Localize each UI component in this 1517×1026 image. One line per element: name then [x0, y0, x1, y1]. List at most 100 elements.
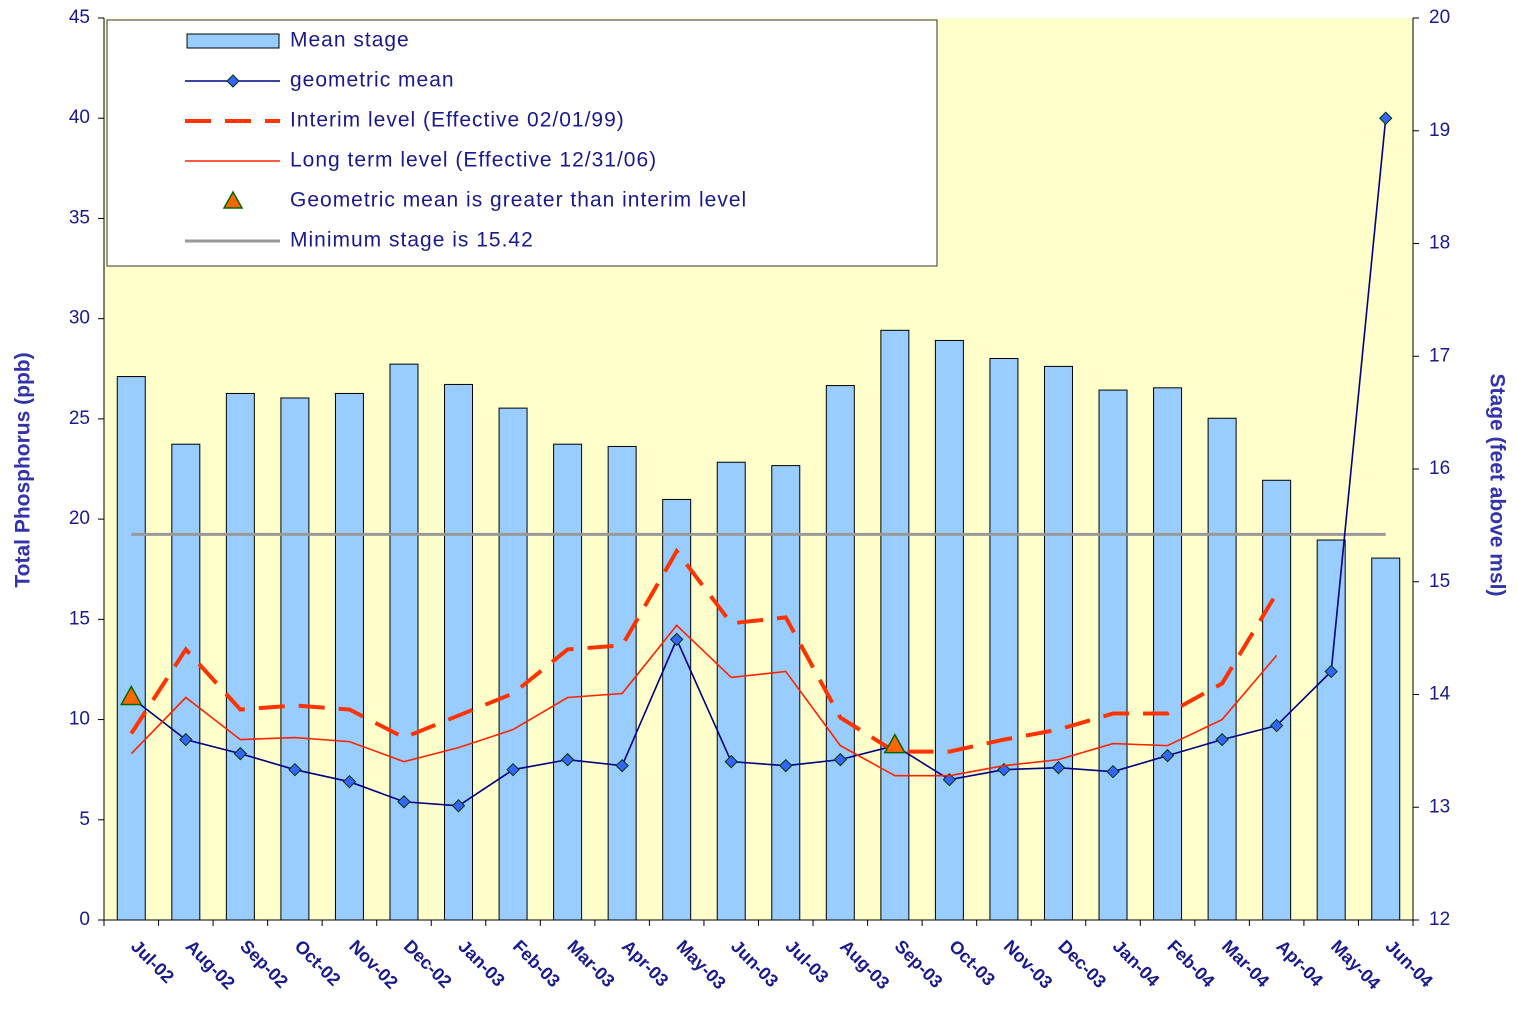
point [119, 684, 143, 706]
x-tick-label: Oct-03 [945, 936, 999, 990]
x-tick-label: Dec-02 [400, 936, 456, 992]
legend-label: Mean stage [290, 29, 410, 52]
bar [553, 443, 583, 921]
point [1379, 111, 1393, 125]
x-tick-label: Jan-03 [454, 936, 508, 990]
point [1106, 764, 1120, 779]
bar [334, 392, 364, 921]
legend-label: Minimum stage is 15.42 [290, 229, 534, 252]
point [179, 732, 193, 747]
y-tick-label: 0 [79, 909, 90, 930]
point [506, 762, 520, 777]
bar [116, 376, 146, 921]
bar [771, 465, 801, 921]
y2-axis-title: Stage (feet above msl) [1485, 374, 1508, 597]
point [615, 758, 629, 773]
x-tick-label: Apr-04 [1272, 936, 1326, 990]
point [342, 774, 357, 789]
legend-swatch [186, 33, 280, 49]
legend-label: Long term level (Effective 12/31/06) [290, 149, 657, 172]
bar [825, 385, 855, 921]
y2-tick-label: 18 [1429, 233, 1450, 254]
y-tick-label: 30 [69, 308, 90, 329]
bar [1371, 557, 1401, 921]
x-tick-label: Aug-03 [836, 936, 893, 993]
x-tick-label: Sep-02 [236, 936, 292, 992]
legend-label: Geometric mean is greater than interim l… [290, 189, 747, 212]
bar [389, 363, 419, 921]
x-tick-label: Jul-02 [127, 936, 178, 987]
y-tick-label: 25 [69, 408, 90, 429]
x-tick-label: Nov-02 [345, 936, 402, 993]
bar [225, 392, 255, 921]
y2-tick-label: 15 [1429, 571, 1450, 592]
point [833, 752, 848, 767]
legend-swatch [222, 190, 244, 209]
point [942, 772, 957, 787]
y-tick-label: 15 [69, 608, 90, 629]
bar [880, 329, 910, 921]
point [233, 746, 248, 761]
point [397, 795, 411, 809]
bar [171, 443, 201, 921]
y2-tick-label: 16 [1429, 458, 1450, 479]
bar [1153, 387, 1183, 921]
bar [1262, 479, 1292, 921]
x-tick-label: Dec-03 [1054, 936, 1110, 992]
bar [1043, 365, 1073, 921]
x-tick-label: Sep-03 [891, 936, 947, 992]
x-tick-label: Nov-03 [1000, 936, 1057, 993]
x-tick-label: Apr-03 [618, 936, 672, 990]
y2-tick-label: 20 [1429, 7, 1450, 28]
x-tick-label: May-03 [673, 936, 730, 993]
point [288, 762, 302, 777]
point [1051, 760, 1066, 775]
bar [716, 461, 746, 921]
point [560, 752, 575, 767]
x-tick-label: Feb-04 [1163, 936, 1218, 991]
bar [1098, 389, 1128, 921]
bar [662, 498, 692, 921]
bar [280, 397, 310, 921]
x-tick-label: Feb-03 [509, 936, 564, 991]
x-tick-label: Jan-04 [1109, 936, 1163, 990]
line [130, 118, 1387, 807]
point [1269, 718, 1284, 733]
legend-label: Interim level (Effective 02/01/99) [290, 109, 625, 132]
y2-tick-label: 14 [1429, 684, 1451, 705]
bar [444, 383, 474, 921]
y-tick-label: 5 [79, 809, 90, 830]
point [883, 733, 907, 754]
point [1215, 732, 1229, 747]
x-tick-label: Oct-02 [291, 936, 345, 990]
x-tick-label: Jun-04 [1382, 936, 1437, 991]
point [1160, 748, 1175, 763]
y2-tick-label: 12 [1429, 909, 1450, 930]
x-tick-label: Aug-02 [182, 936, 239, 993]
y-tick-label: 40 [69, 107, 90, 128]
point [451, 799, 466, 813]
y-tick-label: 35 [69, 207, 90, 228]
y-tick-label: 20 [69, 508, 90, 529]
bar [607, 445, 637, 921]
line [130, 624, 1278, 777]
point [724, 754, 738, 769]
legend: Mean stage geometric mean Interim level (E… [106, 19, 938, 267]
x-tick-label: Mar-04 [1218, 936, 1273, 991]
point [1324, 664, 1338, 679]
point [669, 632, 684, 647]
y2-tick-label: 13 [1429, 796, 1450, 817]
y-tick-label: 45 [69, 7, 90, 28]
legend-box [106, 19, 938, 267]
point [779, 758, 793, 773]
y-tick-label: 10 [69, 709, 90, 730]
x-tick-label: Mar-03 [563, 936, 618, 991]
bar [498, 407, 528, 921]
x-tick-label: May-04 [1327, 936, 1384, 993]
line [129, 547, 1279, 754]
bar [1316, 539, 1346, 921]
y-axis-title: Total Phosphorus (ppb) [12, 352, 35, 587]
y2-tick-label: 19 [1429, 120, 1450, 141]
x-tick-label: Jun-03 [727, 936, 782, 991]
